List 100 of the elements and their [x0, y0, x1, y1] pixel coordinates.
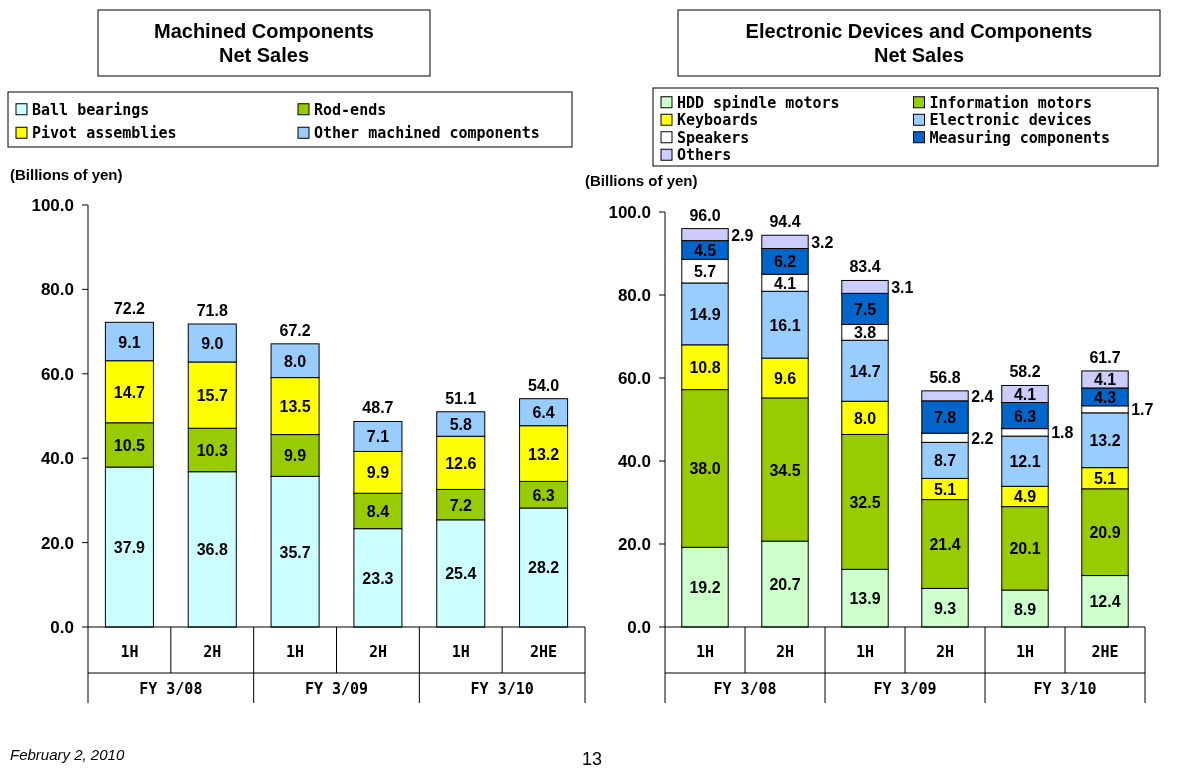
legend-label: Pivot assemblies	[32, 124, 177, 143]
data-label: 1.8	[1051, 424, 1074, 442]
data-label: 23.3	[362, 569, 394, 587]
legend-label: Information motors	[929, 93, 1093, 112]
data-label: 8.4	[366, 502, 390, 520]
data-label: 12.1	[1009, 453, 1041, 471]
text: FY 3/10	[1033, 680, 1097, 698]
legend-label: Electronic devices	[929, 111, 1093, 130]
data-label: 9.1	[118, 333, 141, 351]
text: February 2, 2010	[10, 746, 125, 763]
data-label: 7.2	[449, 496, 472, 514]
data-label: 7.8	[933, 409, 957, 427]
data-label: 2.4	[971, 387, 994, 405]
total-label: 58.2	[1009, 363, 1041, 381]
data-label: 25.4	[445, 565, 477, 583]
y-tick-label: 100.0	[608, 203, 651, 222]
x-tick-label: 2HE	[530, 643, 558, 661]
data-label: 7.1	[366, 428, 390, 446]
data-label: 13.2	[1089, 432, 1121, 450]
data-label: 8.9	[1013, 600, 1037, 618]
data-label: 4.3	[1093, 388, 1117, 406]
data-label: 10.3	[196, 441, 228, 459]
x-tick-label: 1H	[695, 643, 715, 661]
data-label: 20.7	[769, 576, 801, 594]
data-label: 8.0	[283, 352, 307, 370]
data-label: 9.0	[201, 334, 224, 352]
data-label: 7.5	[853, 300, 877, 318]
text: FY 3/09	[304, 680, 369, 698]
data-label: 16.1	[769, 316, 801, 334]
data-label: 5.7	[693, 263, 717, 281]
data-label: 2.2	[971, 429, 994, 447]
data-label: 21.4	[929, 536, 961, 553]
legend-label: Others	[677, 146, 732, 165]
data-label: 13.5	[279, 398, 311, 416]
data-label: 8.0	[853, 409, 877, 427]
data-label: 14.7	[849, 362, 881, 380]
y-tick-label: 80.0	[617, 286, 651, 305]
y-axis-title: (Billions of yen)	[585, 172, 698, 189]
total-label: 83.4	[849, 258, 881, 276]
total-label: 48.7	[362, 399, 394, 417]
data-label: 1.7	[1131, 401, 1154, 419]
data-label: 9.9	[366, 464, 390, 482]
legend-label: Measuring components	[929, 128, 1111, 147]
data-label: 9.3	[933, 599, 957, 617]
legend-label: HDD spindle motors	[677, 93, 840, 112]
text: FY 3/08	[139, 680, 203, 698]
total-label: 71.8	[196, 302, 228, 319]
x-tick-label: 1H	[451, 643, 470, 661]
data-label: 3.2	[811, 233, 834, 251]
data-label: 9.9	[283, 447, 307, 465]
data-label: 6.3	[532, 486, 555, 504]
y-tick-label: 0.0	[50, 618, 74, 637]
chart-title: Electronic Devices and Components Net Sales	[745, 20, 1093, 66]
data-label: 4.1	[1013, 385, 1037, 403]
x-tick-label: 1H	[855, 643, 875, 661]
legend-label: Other machined components	[314, 124, 540, 143]
y-tick-label: 0.0	[627, 618, 651, 637]
data-label: 13.2	[528, 445, 560, 463]
total-label: 94.4	[769, 213, 801, 231]
data-label: 20.1	[1009, 540, 1041, 558]
data-label: 2.9	[731, 226, 754, 244]
total-label: 56.8	[929, 368, 961, 386]
data-label: 5.1	[1093, 470, 1117, 488]
total-label: 51.1	[445, 389, 477, 407]
data-label: 4.1	[1093, 371, 1117, 389]
data-label: 9.6	[773, 370, 797, 387]
legend-label: Rod-ends	[314, 100, 387, 119]
text: FY 3/08	[713, 680, 777, 698]
data-label: 38.0	[689, 460, 721, 478]
data-label: 6.4	[532, 404, 555, 422]
data-label: 5.8	[449, 416, 472, 434]
data-label: 10.8	[689, 359, 721, 377]
x-tick-label: 2H	[935, 643, 955, 661]
data-label: 4.9	[1013, 488, 1037, 506]
data-label: 10.5	[113, 436, 146, 454]
y-tick-label: 20.0	[617, 535, 651, 554]
y-tick-label: 60.0	[40, 364, 74, 384]
y-tick-label: 80.0	[40, 280, 74, 300]
data-label: 6.2	[773, 253, 797, 271]
data-label: 14.7	[113, 383, 146, 401]
data-label: 3.8	[853, 324, 877, 342]
y-tick-label: 20.0	[40, 533, 74, 553]
data-label: 4.1	[773, 274, 797, 292]
text: FY 3/09	[873, 680, 937, 698]
data-label: 13.9	[849, 590, 881, 608]
y-axis-title: (Billions of yen)	[10, 166, 123, 183]
y-tick-label: 60.0	[617, 369, 651, 388]
x-tick-label: 1H	[286, 643, 305, 661]
x-tick-label: 1H	[120, 643, 139, 661]
x-tick-label: 2H	[203, 643, 222, 661]
legend-label: Keyboards	[677, 111, 759, 130]
legend-label: Speakers	[677, 128, 750, 147]
x-tick-label: 2H	[775, 643, 795, 661]
y-tick-label: 40.0	[617, 452, 651, 471]
y-tick-label: 100.0	[31, 196, 74, 215]
text: 13	[581, 749, 603, 769]
data-label: 28.2	[528, 559, 560, 577]
x-tick-label: 2HE	[1091, 643, 1119, 661]
data-label: 14.9	[689, 305, 721, 323]
data-label: 15.7	[196, 387, 228, 405]
